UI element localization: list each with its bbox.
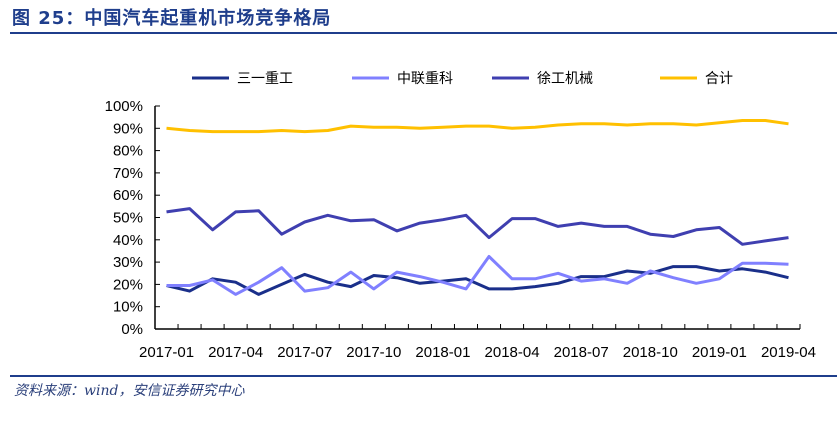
x-tick-label: 2018-07 (554, 344, 609, 361)
legend-label: 徐工机械 (537, 71, 593, 87)
legend-label: 合计 (705, 71, 733, 87)
legend-label: 三一重工 (237, 71, 293, 87)
y-tick-label: 100% (105, 98, 143, 115)
x-tick-label: 2018-01 (415, 344, 470, 361)
legend-item: 三一重工 (192, 71, 293, 87)
legend-item: 中联重科 (352, 71, 453, 87)
x-tick-label: 2019-04 (761, 344, 816, 361)
y-tick-label: 40% (113, 232, 143, 249)
y-tick-label: 0% (121, 321, 143, 338)
series-line (166, 207, 789, 246)
legend-item: 徐工机械 (492, 71, 593, 87)
y-tick-label: 90% (113, 120, 143, 137)
y-tick-label: 80% (113, 143, 143, 160)
y-tick-label: 70% (113, 165, 143, 182)
x-tick-label: 2017-10 (346, 344, 401, 361)
series-line (166, 255, 789, 296)
x-tick-label: 2017-04 (208, 344, 263, 361)
x-tick-label: 2019-01 (692, 344, 747, 361)
source-note: 资料来源：wind，安信证券研究中心 (14, 383, 245, 399)
series-line (166, 265, 789, 296)
y-tick-label: 10% (113, 299, 143, 316)
footer-divider (10, 375, 837, 377)
figure-title: 图 25：中国汽车起重机市场竞争格局 (12, 8, 332, 29)
legend-item: 合计 (660, 71, 733, 87)
series-line (166, 119, 789, 134)
y-tick-label: 60% (113, 187, 143, 204)
y-tick-label: 50% (113, 210, 143, 227)
x-tick-label: 2018-04 (485, 344, 540, 361)
title-divider (10, 32, 837, 34)
y-tick-label: 20% (113, 276, 143, 293)
x-tick-label: 2017-07 (277, 344, 332, 361)
x-tick-label: 2017-01 (139, 344, 194, 361)
legend-label: 中联重科 (397, 71, 453, 87)
x-axis: 2017-01 2017-04 2017-07 2017-10 2018-01 2018-… (139, 324, 816, 361)
y-tick-label: 30% (113, 254, 143, 271)
x-tick-label: 2018-10 (623, 344, 678, 361)
y-axis: 0% 10% 20% 30% 40% 50% 60% 70% 80% 90% 100% (105, 98, 160, 338)
plot-area (166, 119, 789, 296)
chart-legend: 三一重工 中联重科 徐工机械 合计 (192, 71, 733, 87)
line-chart: 三一重工 中联重科 徐工机械 合计 0% 10% 20% 30% 40% 50% 60% 70% 80… (105, 71, 816, 361)
